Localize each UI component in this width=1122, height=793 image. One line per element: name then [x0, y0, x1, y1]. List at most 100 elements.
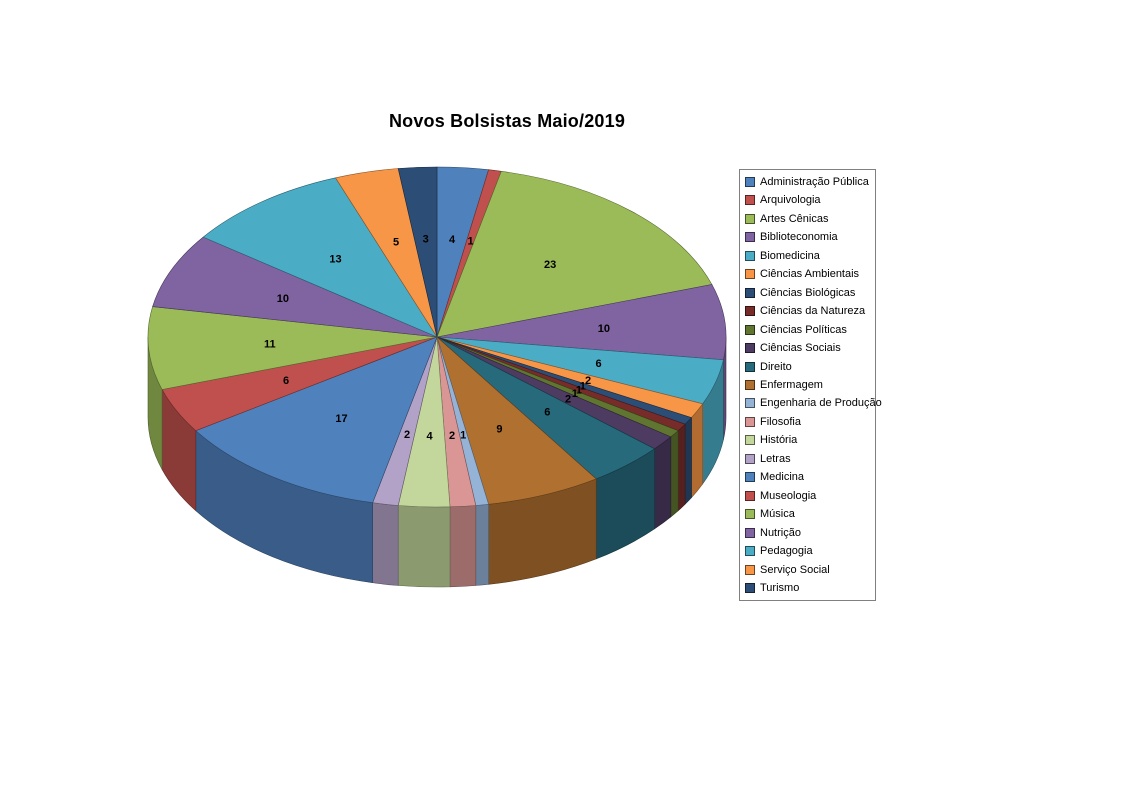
legend-item: Artes Cênicas: [745, 213, 870, 225]
legend-swatch: [745, 546, 755, 557]
legend-item-label: Pedagogia: [760, 545, 813, 558]
legend-swatch: [745, 250, 755, 261]
pie-slice-side: [475, 503, 489, 586]
slice-value-label: 5: [393, 236, 399, 248]
legend-item: Música: [745, 508, 870, 520]
legend-swatch: [745, 453, 755, 464]
legend-swatch: [745, 287, 755, 298]
legend-item-label: Administração Pública: [760, 176, 869, 188]
pie-slice-side: [684, 416, 692, 505]
legend-item: Biomedicina: [745, 250, 870, 262]
legend-swatch: [745, 379, 755, 390]
pie-slice-side: [654, 436, 672, 530]
slice-value-label: 13: [329, 254, 341, 266]
legend-item-label: Letras: [760, 452, 791, 465]
legend-item-label: Artes Cênicas: [760, 212, 829, 225]
legend-item: Nutrição: [745, 527, 870, 539]
legend-swatch: [745, 232, 755, 243]
legend-item: Administração Pública: [745, 176, 870, 188]
legend-swatch: [745, 564, 755, 575]
slice-value-label: 9: [496, 424, 502, 436]
legend-item-label: Biomedicina: [760, 249, 820, 262]
legend-item: Direito: [745, 361, 870, 373]
slice-value-label: 4: [426, 431, 433, 443]
slice-value-label: 2: [585, 375, 591, 387]
pie-slice-side: [397, 505, 451, 588]
pie-slice: [152, 236, 438, 338]
legend-swatch: [745, 490, 755, 501]
legend-item-label: Ciências Biológicas: [760, 286, 856, 299]
legend-item: Museologia: [745, 490, 870, 502]
legend-item: Ciências da Natureza: [745, 305, 870, 317]
pie-slice: [436, 170, 713, 338]
legend-item: Medicina: [745, 471, 870, 483]
slice-value-label: 10: [277, 293, 289, 305]
slice-value-label: 1: [460, 429, 466, 441]
legend-swatch: [745, 435, 755, 446]
slice-value-label: 1: [576, 385, 582, 397]
pie-slice-side: [449, 505, 477, 588]
chart-title: Novos Bolsistas Maio/2019: [388, 111, 626, 131]
legend-swatch: [745, 398, 755, 409]
legend-item: Biblioteconomia: [745, 231, 870, 243]
legend-swatch: [745, 509, 755, 520]
legend-item: História: [745, 434, 870, 446]
legend-item-label: Museologia: [760, 489, 817, 502]
legend-item-label: Ciências da Natureza: [760, 305, 866, 318]
slice-value-label: 23: [544, 259, 556, 271]
slice-value-label: 3: [423, 234, 429, 246]
slice-value-label: 2: [449, 430, 455, 442]
legend-item-label: Serviço Social: [760, 563, 830, 576]
slice-value-label: 6: [283, 375, 289, 387]
slice-value-label: 1: [468, 235, 474, 247]
legend-item-label: Enfermagem: [760, 378, 823, 391]
slice-value-label: 17: [335, 413, 347, 425]
slice-value-label: 6: [596, 358, 602, 370]
legend-swatch: [745, 527, 755, 538]
slice-value-label: 11: [264, 339, 276, 351]
legend-item-label: Biblioteconomia: [760, 231, 838, 244]
legend-item-label: Ciências Ambientais: [760, 268, 860, 281]
legend-item-label: Nutrição: [760, 526, 801, 539]
legend-swatch: [745, 472, 755, 483]
legend-item-label: Filosofia: [760, 415, 801, 428]
legend-item: Filosofia: [745, 416, 870, 428]
slice-value-label: 4: [449, 234, 456, 246]
pie-slice-side: [677, 423, 686, 512]
legend-item-label: Ciências Políticas: [760, 323, 847, 336]
legend-swatch: [745, 195, 755, 206]
legend-swatch: [745, 269, 755, 280]
legend-item: Turismo: [745, 582, 870, 594]
pie-slice: [195, 336, 438, 504]
legend-item: Serviço Social: [745, 564, 870, 576]
legend-item: Ciências Ambientais: [745, 268, 870, 280]
legend-item-label: Arquivologia: [760, 194, 821, 207]
legend-item: Enfermagem: [745, 379, 870, 391]
legend-item: Ciências Biológicas: [745, 287, 870, 299]
legend-item: Ciências Sociais: [745, 342, 870, 354]
pie-slice: [436, 336, 597, 505]
pie-slice-side: [670, 430, 679, 518]
legend-swatch: [745, 177, 755, 187]
legend-swatch: [745, 582, 755, 593]
legend-swatch: [745, 306, 755, 317]
legend-item-label: Direito: [760, 360, 792, 373]
slice-value-label: 2: [565, 394, 571, 406]
pie-slice: [397, 166, 438, 338]
legend-item: Arquivologia: [745, 194, 870, 206]
pie-slice-side: [691, 402, 703, 499]
slice-value-label: 1: [572, 388, 578, 400]
pie-slice: [147, 306, 438, 390]
pie-slice: [436, 284, 727, 361]
legend-item-label: Música: [760, 508, 795, 521]
legend-swatch: [745, 343, 755, 354]
legend-item-label: Medicina: [760, 471, 805, 484]
legend-item-label: História: [760, 434, 798, 447]
legend-swatch: [745, 213, 755, 224]
legend-item-label: Engenharia de Produção: [760, 397, 882, 410]
legend-item: Letras: [745, 453, 870, 465]
slice-value-label: 6: [544, 406, 550, 418]
legend-item: Ciências Políticas: [745, 324, 870, 336]
pie-slice-side: [372, 502, 399, 586]
